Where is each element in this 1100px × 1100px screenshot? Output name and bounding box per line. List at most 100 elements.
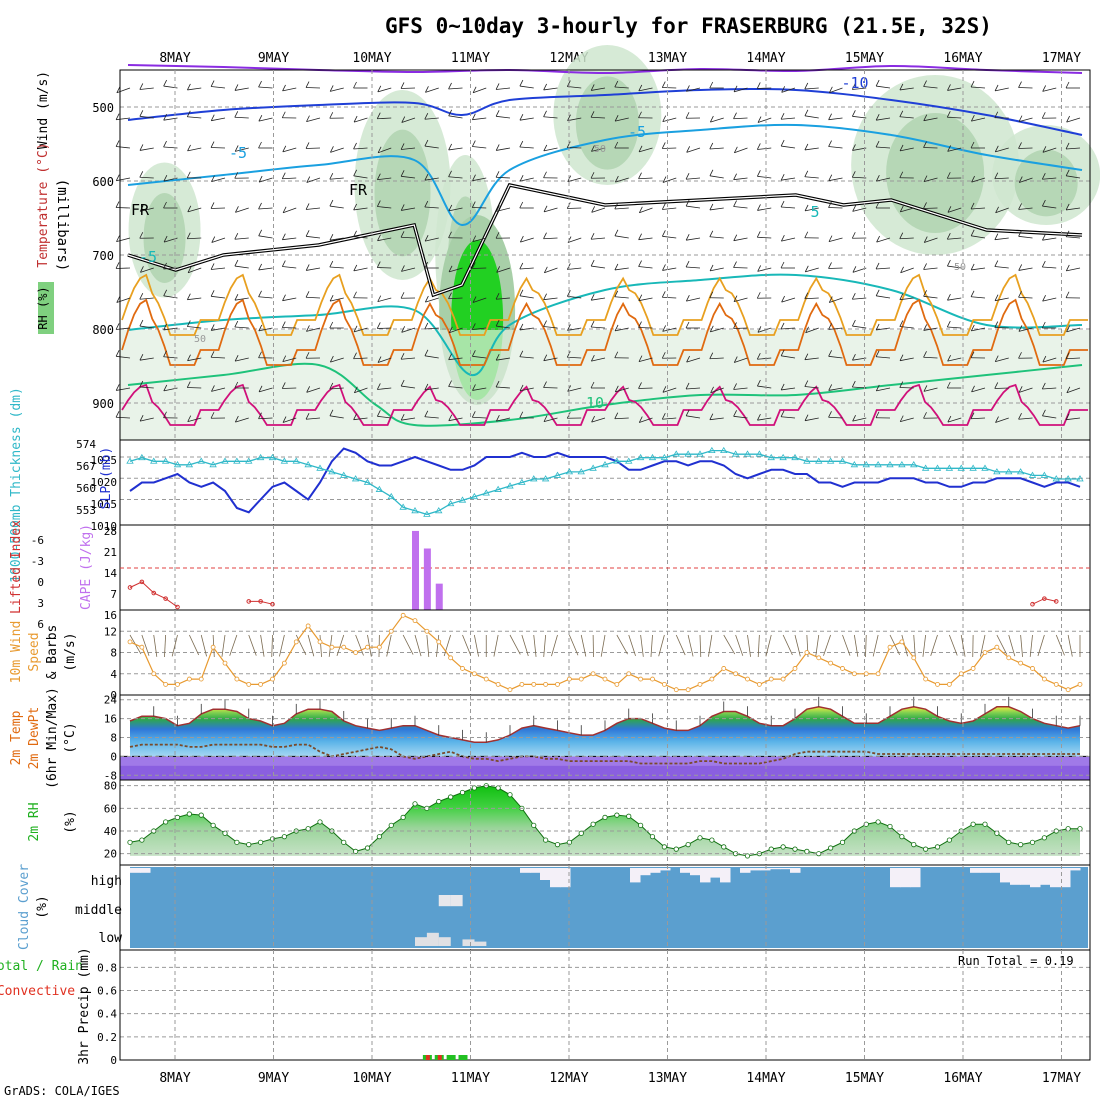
rh-marker <box>400 814 406 821</box>
contour-label: FR <box>131 201 150 219</box>
wind-barb <box>472 327 487 330</box>
wind-barb <box>520 177 534 182</box>
wind-speed-marker <box>365 644 370 650</box>
wind-barb-flag <box>804 353 809 360</box>
thickness-marker <box>245 457 253 464</box>
wind-barb-flag <box>400 379 405 387</box>
wind-barb-flag <box>970 351 975 358</box>
wind-barb <box>828 355 843 359</box>
wind-barb-flag <box>995 206 999 213</box>
wind-barb-flag <box>1018 264 1023 271</box>
wind-barb-flag <box>852 354 856 361</box>
wind-barb-flag <box>305 291 310 298</box>
cape-tick-label: 16 <box>104 609 117 622</box>
wind-barb-flag <box>614 385 619 393</box>
wind-barb <box>353 327 368 333</box>
wind-barb-flag <box>686 294 690 302</box>
wind-speed-marker <box>994 644 1000 650</box>
thickness-marker <box>530 475 538 482</box>
wind-barb <box>139 386 154 389</box>
wind-barb <box>1019 177 1033 183</box>
thickness-marker <box>399 503 407 510</box>
wind-barb-flag <box>709 291 714 298</box>
cloud-high-gap <box>720 868 731 883</box>
wind-barb-flag <box>567 114 571 121</box>
wind-barb-flag <box>709 230 714 237</box>
wind-barb <box>709 417 724 421</box>
wind-barb <box>401 327 416 333</box>
thickness-line <box>129 449 1080 516</box>
wind-barb-flag <box>282 416 287 423</box>
cloud-high-gap <box>910 868 921 888</box>
thickness-marker <box>197 457 205 464</box>
wind-barb <box>329 205 344 209</box>
wind-barb <box>425 297 439 303</box>
wind-barb <box>509 634 521 655</box>
top-date-label: 17MAY <box>1042 51 1081 66</box>
thickness-marker <box>518 478 526 485</box>
wind-barb-flag <box>448 204 453 212</box>
wind-barb-flag <box>757 204 761 211</box>
wind-barb <box>449 327 463 334</box>
wind-barb-flag <box>471 113 476 120</box>
wind-barb-flag <box>424 234 429 242</box>
wind-barb <box>994 87 1009 92</box>
wind-barb <box>747 634 751 657</box>
rh-marker <box>923 846 929 852</box>
wind-barb-flag <box>139 144 144 151</box>
wind-barb <box>319 634 322 657</box>
wind-barb-flag <box>899 415 904 422</box>
rh-marker <box>721 844 727 850</box>
wind-barb-flag <box>115 113 120 120</box>
pressure-tick-label: 500 <box>92 101 114 115</box>
wind-barb <box>307 634 315 657</box>
wind-barb-flag <box>139 205 144 212</box>
cloud-level-label: low <box>99 931 123 946</box>
thickness-marker <box>684 450 692 457</box>
wind-barb-flag <box>1066 115 1070 123</box>
wind-barb <box>899 326 914 329</box>
wind-barb <box>852 357 867 361</box>
wind-barb <box>591 237 606 240</box>
thickness-tick-label: 553 <box>76 504 96 517</box>
wind-barb <box>543 207 558 213</box>
wind-barb <box>709 357 724 360</box>
wind-barb <box>628 634 636 657</box>
wind-barb <box>140 417 154 422</box>
wind-barb-flag <box>1018 81 1022 88</box>
wind-barb <box>930 634 938 657</box>
wind-barb-flag <box>163 262 167 270</box>
wind-barb-flag <box>1018 386 1023 393</box>
wind-barb <box>329 266 344 269</box>
wind-barb-flag <box>828 113 832 120</box>
wind-barb <box>520 237 534 243</box>
wind-barb <box>710 117 724 123</box>
wind-barb-flag <box>994 145 999 153</box>
wind-barb <box>876 356 891 359</box>
wind-barb <box>994 237 1009 241</box>
wind-barb <box>116 87 131 94</box>
wind-barb-flag <box>638 260 642 267</box>
wind-barb-flag <box>614 80 619 88</box>
wind-barb <box>424 206 439 209</box>
wind-barb-flag <box>543 110 547 117</box>
temp-axis-label: (6hr Min/Max) <box>45 687 60 789</box>
wind-barb-flag <box>281 321 286 328</box>
cloud-high-gap <box>1040 868 1051 885</box>
wind-barb-flag <box>210 202 215 209</box>
wind-barb <box>519 327 534 331</box>
wind-barb-flag <box>210 114 215 121</box>
wind-barb <box>306 267 321 271</box>
precip-total-bar <box>446 1055 456 1060</box>
wind-barb-flag <box>946 320 951 328</box>
wind-barb <box>402 634 414 655</box>
wind-barb-flag <box>947 415 952 423</box>
wind-barb-flag <box>305 142 310 149</box>
wind-barb <box>401 147 416 150</box>
thickness-marker <box>708 446 716 454</box>
rh-marker <box>127 839 133 845</box>
thickness-marker <box>589 464 597 471</box>
cloud-high-gap <box>970 868 981 873</box>
wind-barb <box>424 145 439 149</box>
wind-barb-flag <box>139 414 144 422</box>
